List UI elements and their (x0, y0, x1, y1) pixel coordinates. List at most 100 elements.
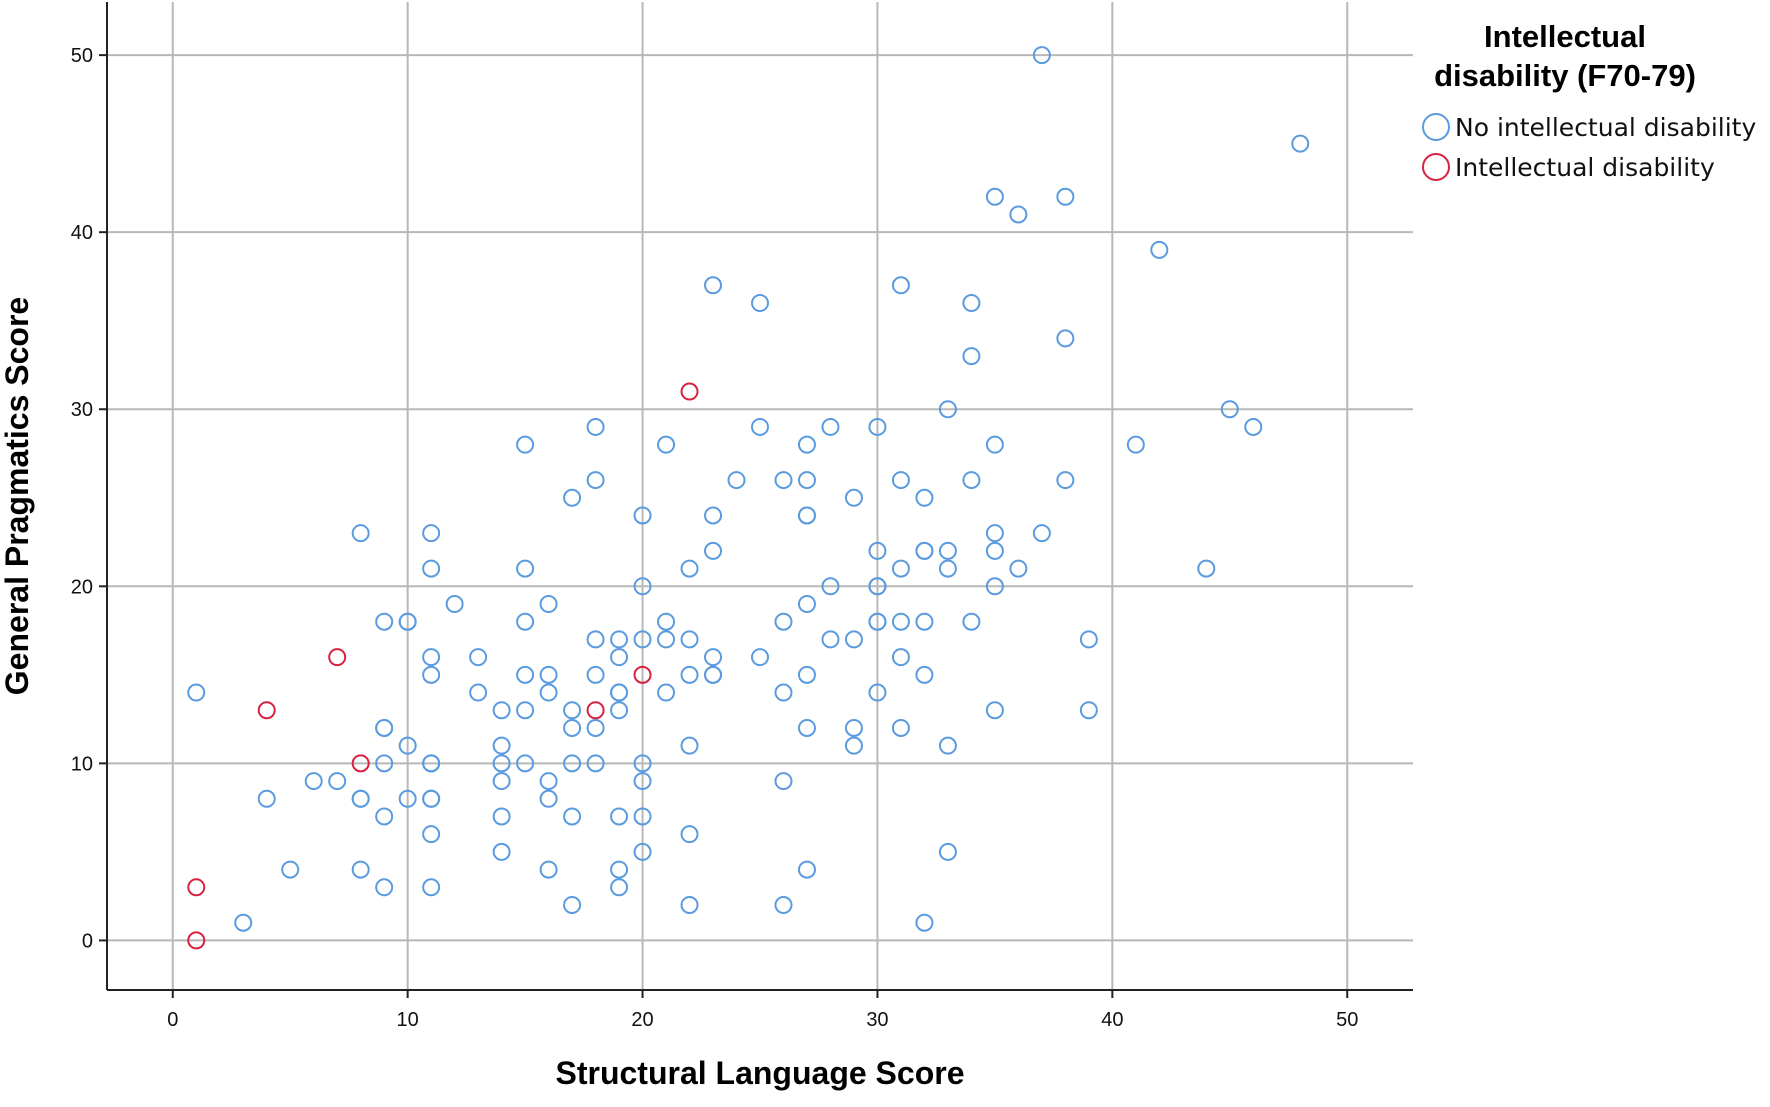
data-point-series-1 (492, 842, 511, 861)
data-point-series-1 (469, 683, 488, 702)
data-point-series-1 (844, 718, 863, 737)
data-point-series-1 (633, 842, 652, 861)
data-point-series-1 (797, 471, 816, 490)
data-point-series-1 (797, 860, 816, 879)
data-point-series-1 (727, 471, 746, 490)
data-point-series-1 (680, 896, 699, 915)
data-point-series-1 (797, 718, 816, 737)
data-point-series-1 (1291, 134, 1310, 153)
data-point-series-1 (751, 417, 769, 436)
data-point-series-1 (1056, 329, 1075, 348)
data-point-series-1 (351, 789, 370, 808)
data-point-series-1 (844, 736, 863, 755)
data-point-series-1 (328, 772, 347, 791)
data-point-series-1 (797, 595, 816, 614)
data-point-series-1 (962, 471, 981, 490)
data-point-series-2 (351, 754, 370, 773)
y-tick-label: 40 (71, 222, 93, 244)
legend-label: No intellectual disability (1455, 113, 1756, 142)
data-point-series-1 (985, 541, 1004, 560)
data-point-series-1 (680, 736, 699, 755)
y-axis-title: General Pragmatics Score (0, 297, 35, 695)
data-point-series-1 (586, 417, 605, 436)
data-point-series-1 (1056, 187, 1075, 206)
data-point-series-1 (422, 878, 441, 897)
data-point-series-1 (422, 825, 441, 844)
data-point-series-1 (1009, 205, 1028, 224)
data-point-series-1 (234, 913, 253, 932)
data-point-series-1 (774, 471, 793, 490)
data-point-series-1 (539, 665, 558, 684)
data-point-series-1 (915, 488, 934, 507)
data-point-series-1 (539, 683, 558, 702)
data-point-series-1 (187, 683, 206, 702)
data-point-series-1 (1150, 240, 1169, 259)
data-point-series-1 (1126, 435, 1145, 454)
x-tick-label: 10 (397, 1009, 419, 1031)
data-point-series-1 (516, 435, 535, 454)
data-point-series-1 (516, 665, 535, 684)
data-point-series-1 (633, 807, 652, 826)
data-point-series-1 (422, 559, 441, 578)
data-point-series-1 (844, 488, 863, 507)
data-point-series-1 (539, 595, 558, 614)
data-point-series-1 (445, 595, 464, 614)
data-point-series-1 (938, 559, 957, 578)
data-point-series-1 (680, 825, 699, 844)
data-point-series-1 (680, 559, 699, 578)
data-point-series-1 (375, 878, 394, 897)
data-point-series-1 (891, 559, 910, 578)
data-point-series-1 (821, 417, 840, 436)
data-point-series-1 (1220, 400, 1239, 419)
data-point-series-1 (422, 648, 441, 667)
data-point-series-1 (539, 789, 558, 808)
data-point-series-2 (257, 701, 276, 720)
data-point-series-1 (539, 860, 558, 879)
legend-title-line-2: disability (F70-79) (1434, 58, 1696, 93)
data-point-series-2 (328, 648, 347, 667)
legend: Intellectual disability (F70-79) No inte… (1422, 19, 1756, 182)
data-point-series-1 (422, 754, 441, 773)
x-tick-label: 40 (1101, 1009, 1123, 1031)
data-point-series-1 (797, 665, 816, 684)
data-point-series-2 (586, 701, 605, 720)
data-point-series-1 (586, 665, 605, 684)
data-point-series-1 (1079, 630, 1098, 649)
data-point-series-1 (469, 648, 488, 667)
data-point-series-1 (891, 612, 910, 631)
data-point-series-1 (586, 718, 605, 737)
data-point-series-1 (657, 683, 676, 702)
data-point-series-1 (938, 736, 957, 755)
data-point-series-1 (938, 400, 957, 419)
data-point-series-1 (398, 736, 417, 755)
data-point-series-1 (1079, 701, 1098, 720)
data-point-series-2 (680, 382, 699, 401)
data-point-series-1 (563, 896, 582, 915)
data-point-series-1 (610, 648, 629, 667)
data-point-series-1 (610, 701, 629, 720)
x-tick-label: 30 (866, 1009, 888, 1031)
legend-marker (1422, 113, 1450, 141)
data-point-series-1 (1056, 471, 1075, 490)
legend-label: Intellectual disability (1455, 153, 1715, 182)
data-point-series-1 (1032, 524, 1051, 543)
data-point-series-1 (516, 559, 535, 578)
data-point-series-2 (187, 878, 206, 897)
axes (106, 2, 1413, 991)
data-point-series-1 (492, 807, 511, 826)
data-point-series-1 (797, 506, 816, 525)
data-point-series-1 (915, 665, 934, 684)
data-point-series-1 (422, 665, 441, 684)
data-point-series-1 (586, 471, 605, 490)
legend-title-line-1: Intellectual (1484, 19, 1646, 54)
data-point-series-1 (868, 683, 887, 702)
data-point-series-1 (938, 541, 957, 560)
data-point-series-1 (422, 524, 441, 543)
data-point-series-1 (680, 630, 699, 649)
data-point-series-1 (563, 754, 582, 773)
y-tick-label: 20 (71, 576, 93, 598)
data-point-series-1 (375, 754, 394, 773)
data-point-series-1 (704, 541, 723, 560)
data-point-series-1 (774, 772, 793, 791)
data-point-series-1 (704, 648, 723, 667)
